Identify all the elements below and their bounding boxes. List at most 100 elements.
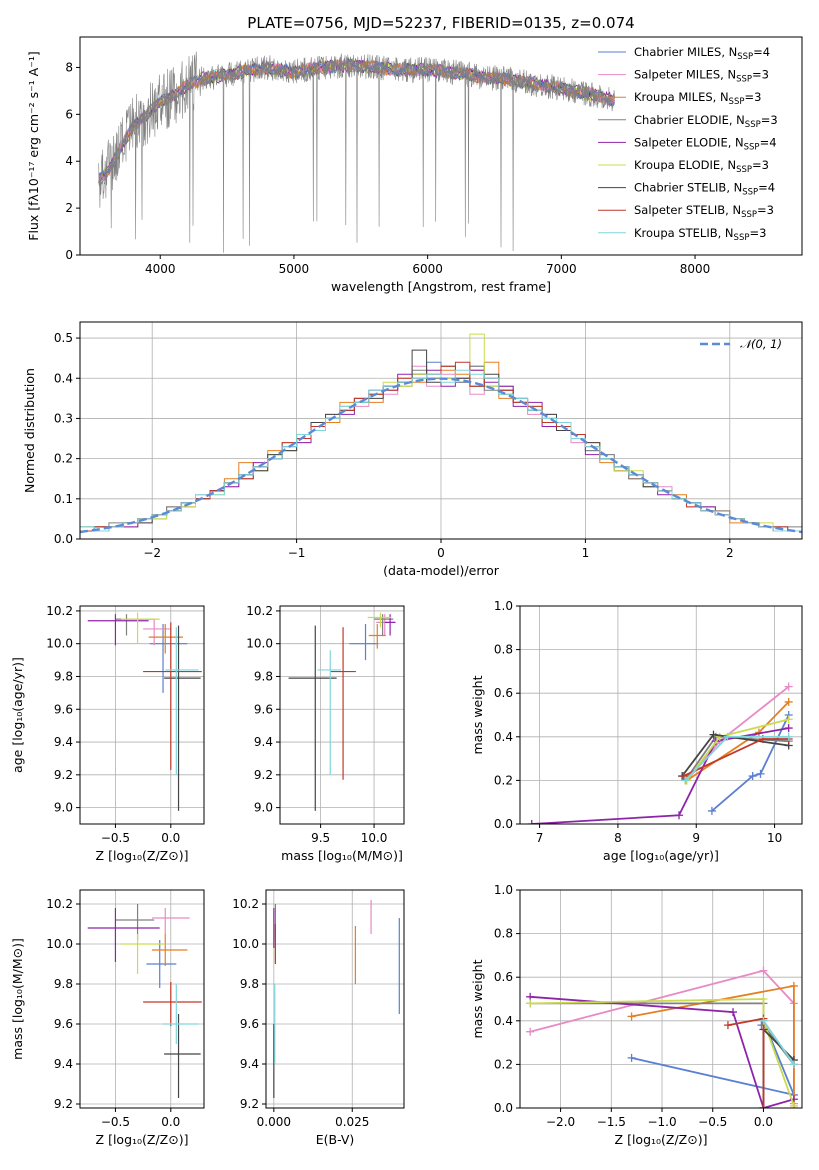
x-tick-label: −2.0 [546,1115,575,1129]
errorbar-point [148,624,183,654]
errorbar-point [149,624,188,693]
y-tick-label: 10.2 [46,604,73,618]
mass-weight-marker [723,1021,732,1030]
plot-area [280,606,404,824]
axes-frame [79,889,205,1109]
x-tick-label: 0.025 [335,1115,369,1129]
axes-frame [519,605,803,825]
legend-entry-subscript: SSP [745,120,761,130]
errorbar-point [164,1014,201,1098]
legend-entry-suffix: =3 [761,113,778,127]
mass-weight-line [711,714,790,812]
y-tick-label: 0.2 [494,773,513,787]
legend-entry-subscript: SSP [734,233,750,243]
errorbar-point [143,619,171,646]
x-tick-label: −0.5 [698,1115,727,1129]
mass-weight-marker [759,995,768,1003]
spectrum-panel: 4000 5000 6000 7000 8000 0 2 4 6 8 wavelength [Ang… [26,36,803,294]
y-tick-label: 0 [65,248,73,262]
legend-entry-text: Salpeter MILES, N [634,68,736,82]
y-tick-label: 0.4 [494,730,513,744]
y-tick-label: 1.0 [494,883,513,897]
x-axis-label: Z [log₁₀(Z/Z⊙)] [96,1132,189,1147]
x-tick-label: −1.5 [597,1115,626,1129]
legend-entry: 𝒩(0, 1) [740,337,782,351]
mass-weight-marker [759,966,768,975]
mass-weight-marker [627,1012,636,1021]
mass-weight-vs-age-panel: 7 8 9 10 0.0 0.2 0.4 0.6 0.8 1.0 age [log₁₀(age/yr… [470,599,803,863]
y-tick-label: 10.0 [246,637,273,651]
spectrum-title: PLATE=0756, MJD=52237, FIBERID=0135, z=0… [247,14,634,32]
y-tick-label: 9.2 [54,768,73,782]
errorbar-point [120,612,160,644]
legend-entry-text: Kroupa STELIB, N [634,226,734,240]
mass-vs-metallicity-panel: −0.5 0.0 9.2 9.4 9.6 9.8 10.0 10.2 Z [log₁₀(Z/Z⊙… [10,889,205,1147]
y-tick-label: 9.4 [254,735,273,749]
y-tick-label: 4 [65,154,73,168]
legend-entry-subscript: SSP [729,97,745,107]
legend-entry-suffix: =3 [749,226,766,240]
y-tick-label: 9.2 [54,1097,73,1111]
plot-area [80,606,204,824]
mass-weight-marker [784,697,793,706]
y-tick-label: 0.8 [494,643,513,657]
legend-entry: Chabrier STELIB, NSSP=4 [634,181,775,198]
mass-weight-line [530,995,795,1108]
plot-area [98,51,615,253]
mass-weight-line [530,998,795,1107]
mass-weight-marker [681,776,690,785]
x-axis-label: age [log₁₀(age/yr)] [603,848,719,863]
y-tick-label: 10.0 [232,937,259,951]
legend-entry: Kroupa MILES, NSSP=3 [634,90,761,107]
legend-entry-suffix: =3 [757,203,774,217]
mass-weight-line [631,1018,796,1097]
mass-weight-marker [784,715,793,724]
mass-weight-marker [759,1016,768,1025]
errorbar-point [165,627,199,775]
mass-weight-marker [709,730,718,739]
errorbar-point [120,934,166,974]
y-tick-label: 9.0 [254,801,273,815]
errorbar-point [288,625,337,811]
legend-entry-subscript: SSP [742,188,758,198]
x-tick-label: −0.5 [101,831,130,845]
y-tick-label: 8 [65,60,73,74]
mass-weight-vs-metallicity-panel: −2.0 −1.5 −1.0 −0.5 0.0 0.0 0.2 0.4 0.6 0.8 1.0 Z [… [470,883,803,1147]
mass-weight-marker [784,732,793,741]
errorbar-point [87,614,149,646]
axes-frame [79,36,803,256]
y-tick-label: 0.5 [54,331,73,345]
y-tick-label: 0.4 [494,1014,513,1028]
y-tick-label: 9.4 [54,1057,73,1071]
y-tick-label: 6 [65,107,73,121]
mass-weight-marker [627,1053,636,1062]
y-tick-label: 9.2 [254,768,273,782]
errorbar-point [349,624,379,661]
observed-spectrum-line [98,51,615,253]
x-axis-label: Z [log₁₀(Z/Z⊙)] [615,1132,708,1147]
x-axis-label: Z [log₁₀(Z/Z⊙)] [96,848,189,863]
x-tick-label: 8000 [680,262,711,276]
y-tick-label: 9.8 [254,669,273,683]
x-tick-label: 1 [582,546,590,560]
mass-weight-marker [527,820,536,824]
y-tick-label: 10.2 [46,897,73,911]
legend-entry-text: Chabrier STELIB, N [634,181,742,195]
plot-area [80,890,204,1108]
errorbar-point [151,908,190,934]
x-tick-label: 0.0 [754,1115,773,1129]
mass-weight-marker [789,981,798,990]
residuals-legend: 𝒩(0, 1) [700,337,782,351]
legend-entry-subscript: SSP [736,165,752,175]
legend-entry: Chabrier ELODIE, NSSP=3 [634,113,778,130]
plot-area [520,890,802,1108]
y-tick-label: 0.0 [494,817,513,831]
axes-frame [79,321,803,540]
age-vs-mass-panel: 9.5 10.0 9.0 9.2 9.4 9.6 9.8 10.0 10.2 mass [log₁… [246,604,405,863]
y-tick-label: 0.4 [54,371,73,385]
x-tick-label: 9.5 [311,831,330,845]
legend-entry: Salpeter STELIB, NSSP=3 [634,203,774,220]
y-tick-label: 2 [65,201,73,215]
y-tick-label: 10.0 [46,637,73,651]
